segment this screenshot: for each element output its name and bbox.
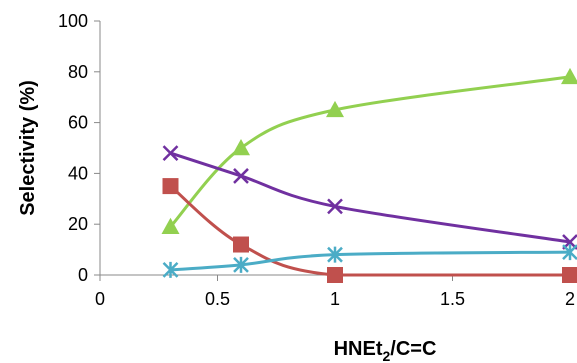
tick-labels: 0 20 40 60 80 100 0 0.5 1 1.5 2 [58,11,575,309]
x-marker [164,146,178,160]
x-tick-label: 2 [565,289,575,309]
series-star [164,244,577,278]
triangle-marker [561,68,577,84]
axes [94,21,570,281]
series-triangle [162,68,577,234]
y-tick-label: 100 [58,11,88,31]
x-axis-title-tail: /C=C [390,338,436,360]
y-tick-label: 20 [68,214,88,234]
y-tick-label: 80 [68,62,88,82]
x-axis-title: HNEt2/C=C [334,338,437,363]
series-line [171,252,571,270]
triangle-marker [232,139,250,155]
plot-area [162,68,577,283]
series-line [171,77,571,227]
square-marker [163,178,179,194]
x-tick-label: 1 [330,289,340,309]
y-tick-label: 40 [68,163,88,183]
square-marker [562,267,577,283]
series-line [171,153,571,242]
square-marker [327,267,343,283]
x-axis-title-main: HNEt [334,338,383,360]
x-tick-label: 0 [95,289,105,309]
x-tick-label: 1.5 [440,289,465,309]
x-tick-label: 0.5 [205,289,230,309]
x-marker [234,169,248,183]
x-axis-title-subscript: 2 [382,348,390,363]
square-marker [233,237,249,253]
series-line [171,186,571,275]
y-tick-label: 60 [68,113,88,133]
y-axis-title: Selectivity (%) [17,80,39,216]
y-tick-label: 0 [78,265,88,285]
